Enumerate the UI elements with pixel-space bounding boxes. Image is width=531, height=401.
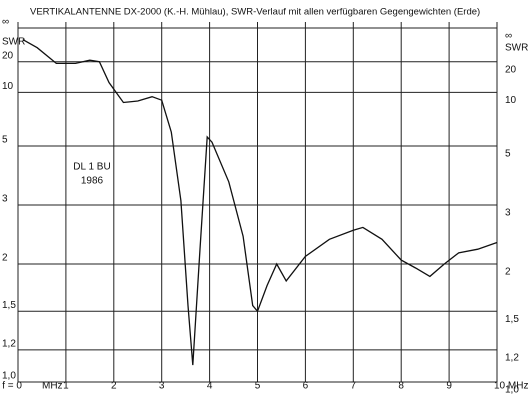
y-tick-label: 3 bbox=[505, 208, 511, 219]
x-tick-label: 3 bbox=[159, 381, 165, 392]
y-tick-label: 1,2 bbox=[505, 352, 519, 363]
x-tick-label: 7 bbox=[351, 381, 357, 392]
x-tick-label: 10 MHz bbox=[494, 381, 528, 392]
y-axis-label-left: SWR bbox=[2, 37, 25, 48]
y-tick-label: 5 bbox=[2, 135, 8, 146]
x-tick-label: f = 0 bbox=[2, 381, 22, 392]
y-tick-label: 2 bbox=[2, 253, 8, 264]
x-tick-label: 2 bbox=[111, 381, 117, 392]
x-unit-label: MHz bbox=[42, 381, 63, 392]
x-tick-label: 8 bbox=[398, 381, 404, 392]
y-tick-label: 1,2 bbox=[2, 338, 16, 349]
y-tick-label: ∞ bbox=[505, 31, 512, 42]
y-tick-label: 1,5 bbox=[2, 300, 16, 311]
x-tick-label: 4 bbox=[207, 381, 213, 392]
y-tick-label: 1,0 bbox=[505, 385, 519, 396]
chart-title: VERTIKALANTENNE DX-2000 (K.-H. Mühlau), … bbox=[30, 7, 480, 18]
y-tick-label: 10 bbox=[505, 95, 517, 106]
y-tick-label: 20 bbox=[2, 50, 14, 61]
annotation: DL 1 BU bbox=[73, 162, 110, 173]
y-tick-label: 2 bbox=[505, 267, 511, 278]
y-tick-label: 1,5 bbox=[505, 314, 519, 325]
x-tick-label: 6 bbox=[303, 381, 309, 392]
annotation: 1986 bbox=[81, 176, 104, 187]
x-tick-label: 5 bbox=[255, 381, 261, 392]
x-tick-label: 1 bbox=[63, 381, 69, 392]
data-line bbox=[22, 39, 498, 366]
y-tick-label: 10 bbox=[2, 81, 14, 92]
y-tick-label: 3 bbox=[2, 194, 8, 205]
x-tick-label: 9 bbox=[446, 381, 452, 392]
y-tick-label: 5 bbox=[505, 149, 511, 160]
y-tick-label: 20 bbox=[505, 64, 517, 75]
y-tick-label: ∞ bbox=[2, 17, 9, 28]
y-tick-label: 1,0 bbox=[2, 371, 16, 382]
y-axis-label-right: SWR bbox=[505, 43, 528, 54]
